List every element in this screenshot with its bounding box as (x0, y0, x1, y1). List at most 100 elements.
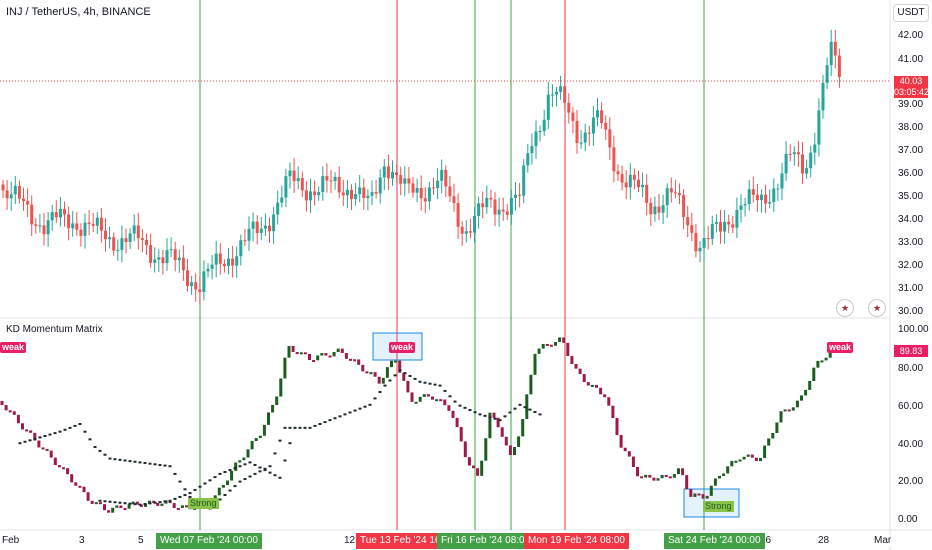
price-candle (575, 120, 579, 144)
osc-candle (29, 430, 33, 433)
osc-signal-dash (313, 424, 317, 427)
price-candle (747, 189, 751, 205)
osc-value-label: 89.83 (894, 345, 928, 357)
price-candle (206, 268, 210, 272)
osc-candle (185, 505, 188, 508)
price-candle (378, 177, 382, 194)
osc-candle (369, 372, 373, 375)
price-candle (259, 228, 263, 234)
osc-candle (107, 510, 111, 513)
price-candle (83, 222, 87, 236)
price-candle (583, 132, 587, 143)
price-candle (165, 250, 169, 264)
osc-candle (221, 485, 225, 488)
price-candle (50, 212, 54, 221)
price-candle (132, 225, 136, 234)
osc-candle (377, 376, 381, 384)
osc-signal-dash (33, 437, 37, 440)
price-axis-label: 32.00 (898, 260, 924, 271)
osc-candle (759, 457, 762, 462)
osc-candle (787, 409, 791, 412)
osc-signal-dash (148, 462, 152, 465)
osc-candle (488, 412, 492, 439)
osc-candle (410, 392, 414, 402)
osc-candle (746, 454, 750, 457)
osc-candle (652, 477, 656, 481)
osc-signal-dash (328, 419, 332, 422)
osc-candle (25, 429, 29, 432)
osc-candle (16, 414, 20, 424)
price-candle (620, 174, 624, 183)
price-candle (755, 194, 759, 201)
price-candle (108, 237, 112, 240)
price-candle (509, 197, 513, 215)
osc-candle (57, 465, 61, 468)
osc-signal-dash (258, 470, 262, 473)
osc-candle (525, 394, 529, 419)
osc-candle (677, 468, 680, 475)
osc-candle (127, 504, 131, 509)
osc-signal-dash (223, 494, 227, 497)
osc-candle (484, 438, 488, 461)
price-candle (403, 178, 407, 184)
osc-signal-dash (373, 397, 377, 400)
osc-candle (828, 350, 832, 358)
osc-signal-dash (138, 503, 142, 506)
osc-signal-dash (28, 439, 32, 442)
price-candle (222, 263, 226, 267)
osc-candle (82, 486, 86, 493)
osc-candle (586, 382, 590, 386)
price-candle (91, 224, 95, 226)
osc-candle (439, 399, 443, 402)
osc-signal-dash (253, 463, 257, 466)
price-candle (735, 209, 739, 228)
osc-candle (238, 460, 242, 463)
price-candle (272, 214, 276, 232)
osc-candle (590, 384, 594, 387)
osc-candle (8, 410, 12, 413)
osc-signal-dash (318, 423, 322, 425)
osc-signal-dash (158, 501, 162, 504)
osc-candle (701, 494, 705, 499)
osc-signal-dash (223, 471, 227, 473)
osc-signal-dash (238, 480, 242, 483)
osc-candle (463, 441, 467, 458)
osc-signal-dash (413, 377, 417, 380)
osc-candle (611, 405, 615, 419)
osc-signal-dash (513, 407, 517, 410)
weak-signal-label: weak (389, 342, 416, 353)
currency-button[interactable]: USDT (893, 4, 929, 22)
osc-candle (513, 447, 516, 455)
osc-candle (172, 503, 176, 508)
osc-candle (763, 445, 767, 458)
osc-signal-dash (248, 461, 252, 464)
price-axis-label: 38.00 (898, 122, 924, 133)
osc-candle (74, 482, 78, 486)
osc-candle (664, 474, 668, 477)
osc-signal-dash (498, 419, 502, 422)
osc-candle (779, 411, 783, 423)
osc-candle (709, 485, 713, 496)
us-flag-icon[interactable]: ★ (868, 299, 886, 317)
osc-signal-dash (458, 404, 462, 407)
price-candle (54, 212, 58, 218)
time-axis-label: 28 (818, 535, 830, 546)
osc-signal-dash (163, 464, 167, 467)
price-candle (427, 187, 431, 202)
price-candle (268, 225, 271, 232)
osc-signal-dash (213, 476, 217, 479)
price-candle (628, 174, 632, 188)
osc-candle (648, 474, 652, 478)
price-candle (731, 224, 735, 228)
us-flag-icon[interactable]: ★ (836, 299, 854, 317)
price-candle (817, 110, 821, 145)
osc-candle (308, 353, 311, 361)
osc-signal-dash (133, 460, 137, 463)
price-candle (665, 188, 669, 206)
price-candle (333, 176, 337, 182)
osc-candle (738, 459, 742, 462)
osc-signal-dash (203, 482, 207, 485)
osc-candle (332, 352, 336, 357)
osc-candle (816, 360, 820, 368)
